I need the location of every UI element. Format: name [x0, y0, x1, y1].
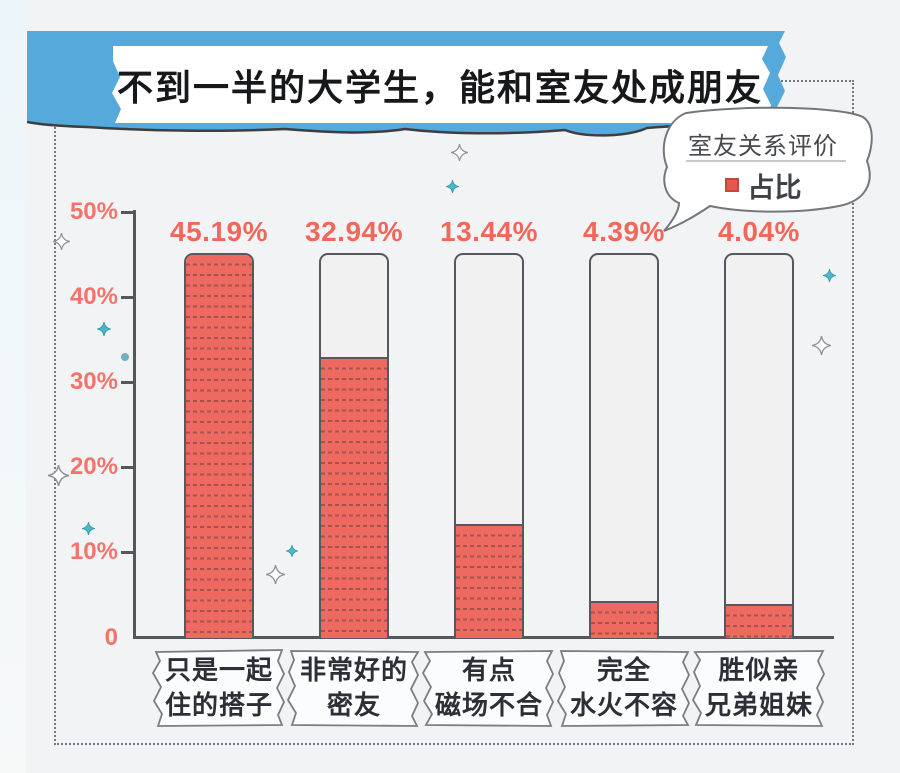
legend-item[interactable]: 占比	[663, 168, 863, 203]
y-tick-50	[121, 211, 134, 214]
legend-title: 室友关系评价	[688, 133, 838, 160]
category-label-box: 有点 磁场不合	[419, 648, 559, 728]
y-tick-20	[121, 466, 134, 469]
bar-close-friend[interactable]	[319, 253, 389, 638]
sparkle-icon	[82, 522, 95, 535]
page-margin-strip	[0, 0, 26, 773]
y-axis-label: 20%	[69, 453, 118, 480]
sparkle-icon	[823, 269, 836, 282]
bar-fill	[726, 603, 792, 638]
bar-fill	[321, 357, 387, 638]
category-line: 磁场不合	[434, 690, 543, 720]
sparkle-icon	[266, 565, 285, 584]
page-title: 不到一半的大学生，能和室友处成朋友	[116, 66, 763, 108]
y-tick-10	[121, 551, 134, 554]
sparkle-icon	[48, 465, 69, 486]
bar-total-conflict[interactable]	[589, 253, 659, 638]
y-axis-label: 40%	[69, 283, 118, 310]
sparkle-icon	[53, 233, 70, 250]
torn-paper-shape	[691, 650, 825, 727]
torn-paper-shape	[421, 650, 554, 727]
y-axis-label: 30%	[69, 368, 118, 395]
y-axis-label: 50%	[69, 198, 118, 225]
torn-paper-shape	[151, 649, 285, 727]
category-line: 胜似亲	[718, 655, 800, 685]
banner-bottom-edge	[27, 119, 784, 137]
legend-divider	[686, 160, 846, 162]
sparkle-icon	[451, 144, 468, 161]
sparkle-icon	[812, 336, 831, 355]
sparkle-icon	[286, 545, 298, 557]
y-tick-30	[121, 381, 134, 384]
sparkle-icon	[97, 322, 111, 336]
bar-fill	[591, 600, 657, 638]
category-label-box: 完全 水火不容	[554, 648, 694, 728]
y-axis-line	[133, 210, 136, 639]
torn-paper-shape	[556, 650, 690, 727]
category-line: 完全	[596, 655, 651, 685]
category-label-box: 只是一起 住的搭子	[149, 648, 289, 728]
category-label-box: 非常好的 密友	[284, 648, 424, 728]
bar-value-label: 32.94%	[305, 216, 403, 247]
title-banner	[27, 31, 786, 137]
category-line: 水火不容	[569, 690, 678, 720]
category-line: 有点	[461, 655, 516, 685]
category-line: 密友	[326, 690, 381, 720]
legend-marker-icon	[724, 178, 739, 192]
legend: 室友关系评价 占比	[648, 104, 878, 242]
torn-paper-shape	[286, 650, 420, 727]
banner-white-box	[112, 46, 771, 123]
bar-value-label: 4.04%	[718, 216, 800, 247]
bar-slight-mismatch[interactable]	[454, 253, 524, 638]
category-line: 只是一起	[164, 655, 273, 685]
y-axis-label: 0	[104, 624, 118, 651]
bar-roommate-partner[interactable]	[184, 253, 254, 638]
y-axis-label: 10%	[69, 538, 118, 565]
legend-series-label: 占比	[747, 172, 802, 203]
category-line: 住的搭子	[164, 690, 273, 720]
bar-value-label: 4.39%	[583, 216, 665, 247]
bar-like-siblings[interactable]	[724, 253, 794, 638]
bar-value-label: 13.44%	[440, 216, 538, 247]
category-label-box: 胜似亲 兄弟姐妹	[689, 648, 829, 728]
speech-bubble-shape	[662, 106, 873, 232]
sparkle-icon	[446, 180, 459, 193]
category-line: 兄弟姐妹	[704, 690, 813, 720]
bar-value-label: 45.19%	[170, 216, 268, 247]
bar-fill	[456, 523, 522, 638]
bar-fill	[186, 255, 252, 638]
y-tick-40	[121, 296, 134, 299]
category-line: 非常好的	[299, 655, 408, 685]
dot-icon	[121, 353, 129, 361]
